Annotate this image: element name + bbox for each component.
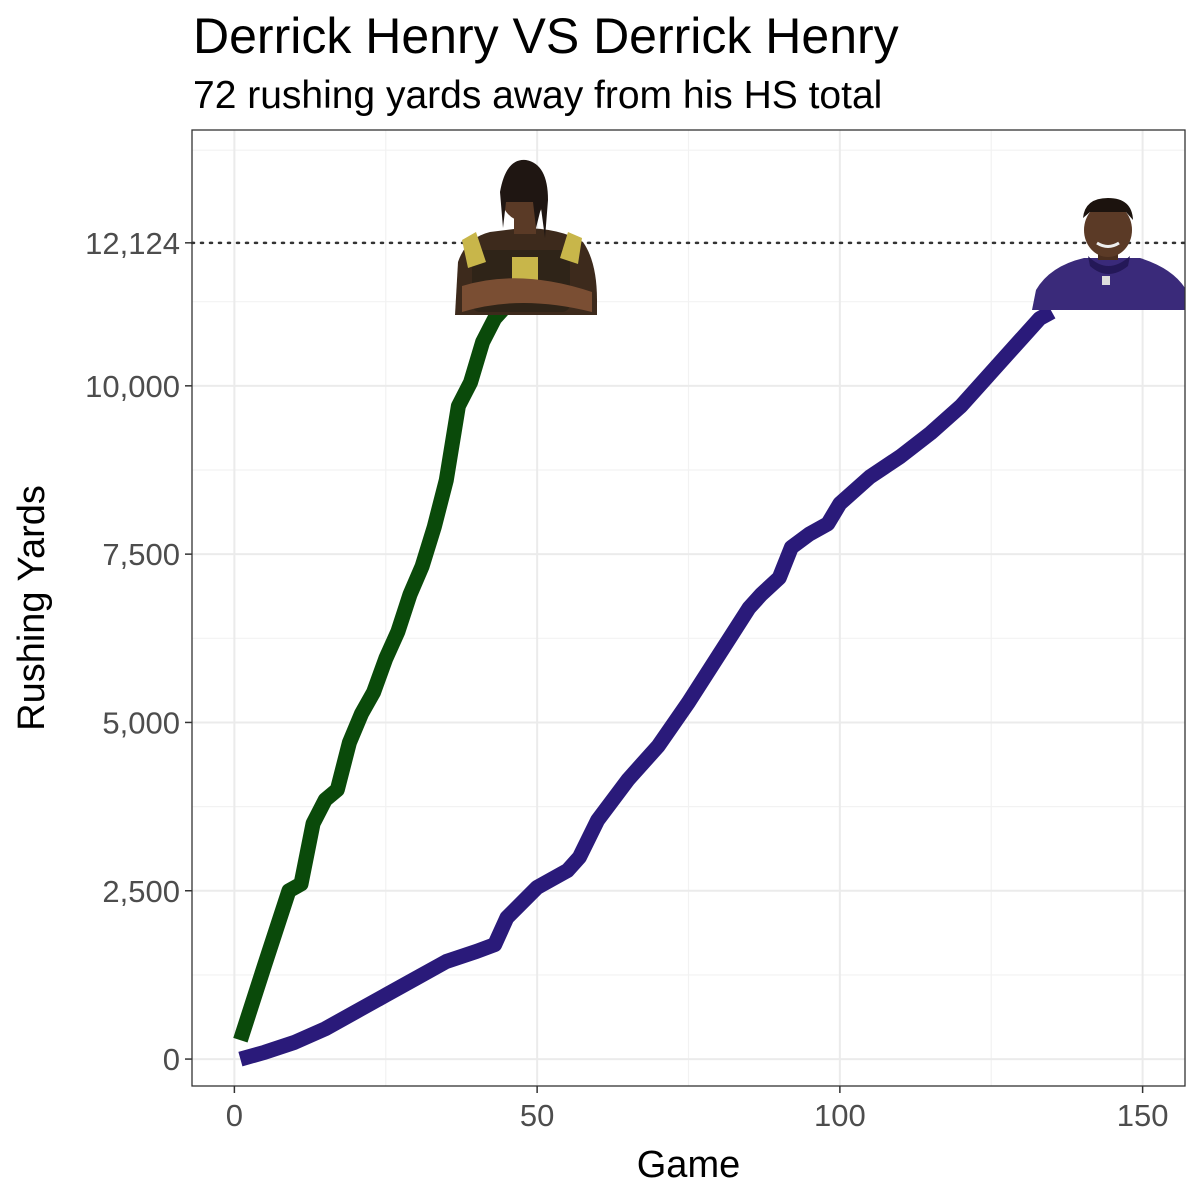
chart-title: Derrick Henry VS Derrick Henry xyxy=(193,8,899,64)
x-tick-label: 50 xyxy=(520,1098,554,1133)
series-line-1 xyxy=(233,293,519,1043)
high-school-player-photo xyxy=(455,159,597,315)
plot-panel-border xyxy=(191,129,1186,1087)
y-tick-label: 0 xyxy=(163,1042,180,1077)
x-axis: 0 50 100 150 xyxy=(226,1086,1169,1133)
series-line-2 xyxy=(238,305,1056,1067)
y-tick-label: 2,500 xyxy=(102,874,180,909)
x-tick-label: 0 xyxy=(226,1098,243,1133)
y-axis-title: Rushing Yards xyxy=(11,485,53,731)
y-axis: 0 2,500 5,000 7,500 10,000 12,124 xyxy=(85,226,192,1077)
y-tick-label: 10,000 xyxy=(85,369,180,404)
y-tick-label: 7,500 xyxy=(102,537,180,572)
nfl-player-photo xyxy=(1032,198,1185,310)
x-tick-label: 150 xyxy=(1117,1098,1169,1133)
y-tick-label: 12,124 xyxy=(85,226,180,261)
minor-gridlines xyxy=(192,130,1185,1086)
x-axis-title: Game xyxy=(637,1144,740,1186)
x-tick-label: 100 xyxy=(814,1098,866,1133)
chart-subtitle: 72 rushing yards away from his HS total xyxy=(193,74,883,117)
series-lines xyxy=(233,293,1056,1067)
y-tick-label: 5,000 xyxy=(102,705,180,740)
